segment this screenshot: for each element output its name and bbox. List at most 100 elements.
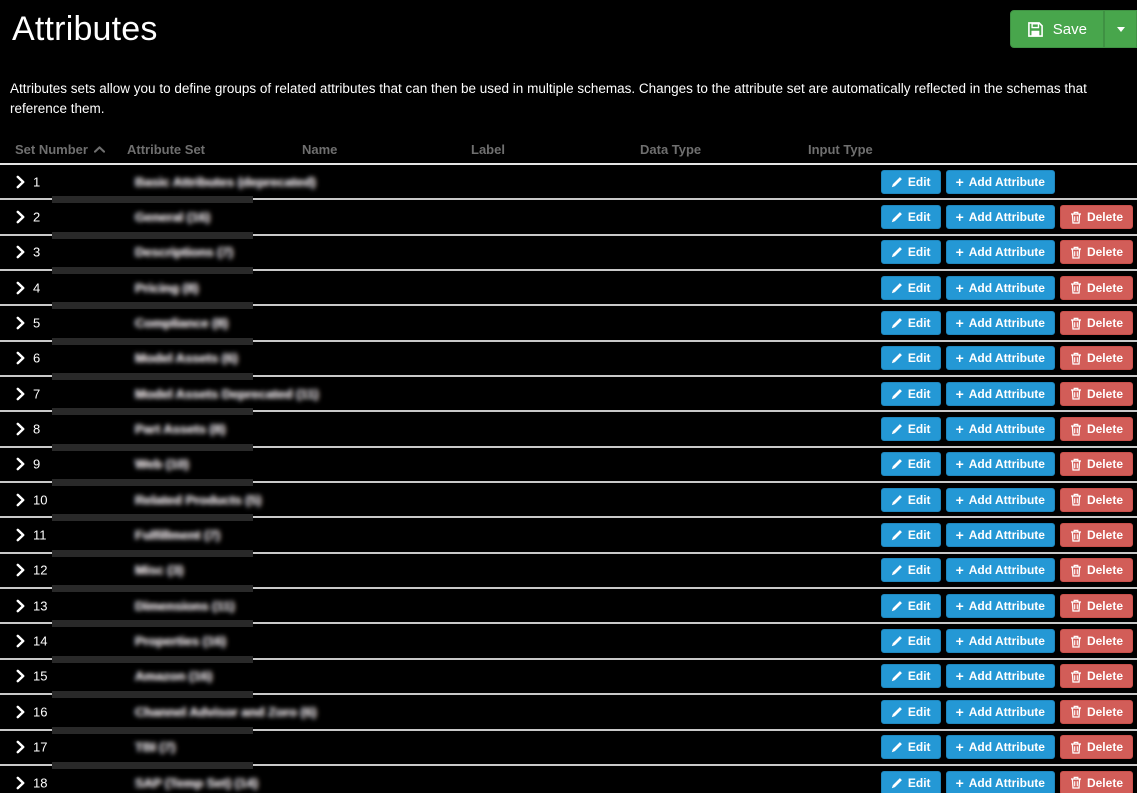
add-attribute-button[interactable]: + Add Attribute — [945, 629, 1055, 654]
edit-button[interactable]: Edit — [880, 275, 941, 300]
edit-button[interactable]: Edit — [880, 452, 941, 477]
column-header-attribute-set[interactable]: Attribute Set — [127, 142, 205, 157]
add-attribute-button[interactable]: + Add Attribute — [945, 770, 1055, 793]
column-header-set-number[interactable]: Set Number — [15, 142, 127, 157]
column-header-data-type[interactable]: Data Type — [640, 142, 702, 157]
row-expand-toggle[interactable] — [16, 776, 25, 789]
add-attribute-button[interactable]: + Add Attribute — [945, 664, 1055, 689]
row-expand-toggle[interactable] — [16, 281, 25, 295]
delete-button-label: Delete — [1086, 351, 1123, 366]
plus-icon: + — [955, 491, 964, 508]
row-expand-toggle[interactable] — [16, 422, 25, 436]
row-expand-toggle[interactable] — [16, 670, 25, 683]
edit-button[interactable]: Edit — [880, 381, 941, 406]
row-attribute-set: Compliance (8) — [135, 315, 229, 331]
edit-button[interactable]: Edit — [880, 629, 941, 654]
edit-button-label: Edit — [907, 598, 931, 613]
edit-button[interactable]: Edit — [880, 240, 941, 265]
edit-button-label: Edit — [907, 740, 931, 755]
add-attribute-button[interactable]: + Add Attribute — [945, 381, 1055, 406]
redaction-bar — [52, 549, 253, 557]
column-header-label[interactable]: Label — [471, 142, 505, 157]
edit-button[interactable]: Edit — [880, 593, 941, 618]
pencil-icon — [891, 317, 903, 329]
add-attribute-button[interactable]: + Add Attribute — [945, 558, 1055, 583]
delete-button[interactable]: Delete — [1059, 523, 1133, 548]
delete-button[interactable]: Delete — [1059, 275, 1133, 300]
row-expand-toggle[interactable] — [16, 705, 25, 719]
row-expand-toggle[interactable] — [16, 564, 25, 577]
delete-button[interactable]: Delete — [1059, 311, 1133, 336]
row-expand-toggle[interactable] — [16, 634, 25, 648]
edit-button[interactable]: Edit — [880, 205, 941, 230]
delete-button[interactable]: Delete — [1059, 770, 1133, 793]
edit-button[interactable]: Edit — [880, 664, 941, 689]
row-actions: Edit + Add Attribute Delete — [880, 417, 1133, 442]
row-expand-toggle[interactable] — [16, 458, 25, 471]
column-header-input-type[interactable]: Input Type — [808, 142, 873, 157]
edit-button[interactable]: Edit — [880, 770, 941, 793]
chevron-right-icon — [16, 705, 25, 719]
row-expand-toggle[interactable] — [16, 175, 25, 189]
row-expand-toggle[interactable] — [16, 316, 25, 330]
edit-button[interactable]: Edit — [880, 417, 941, 442]
delete-button[interactable]: Delete — [1059, 593, 1133, 618]
delete-button[interactable]: Delete — [1059, 699, 1133, 724]
delete-button[interactable]: Delete — [1059, 346, 1133, 371]
row-expand-toggle[interactable] — [16, 246, 25, 259]
delete-button[interactable]: Delete — [1059, 487, 1133, 512]
trash-icon — [1070, 529, 1082, 542]
edit-button[interactable]: Edit — [880, 346, 941, 371]
delete-button[interactable]: Delete — [1059, 558, 1133, 583]
add-attribute-button[interactable]: + Add Attribute — [945, 417, 1055, 442]
trash-icon — [1070, 741, 1082, 754]
add-attribute-button[interactable]: + Add Attribute — [945, 487, 1055, 512]
row-expand-toggle[interactable] — [16, 387, 25, 401]
row-expand-toggle[interactable] — [16, 352, 25, 365]
edit-button-label: Edit — [907, 280, 931, 295]
row-expand-toggle[interactable] — [16, 740, 25, 754]
add-attribute-button[interactable]: + Add Attribute — [945, 699, 1055, 724]
column-header-name[interactable]: Name — [302, 142, 338, 157]
trash-icon — [1070, 352, 1082, 365]
delete-button[interactable]: Delete — [1059, 417, 1133, 442]
row-expand-toggle[interactable] — [16, 599, 25, 613]
add-attribute-button[interactable]: + Add Attribute — [945, 735, 1055, 760]
save-dropdown-toggle[interactable] — [1104, 10, 1137, 48]
edit-button[interactable]: Edit — [880, 699, 941, 724]
delete-button[interactable]: Delete — [1059, 205, 1133, 230]
add-attribute-button[interactable]: + Add Attribute — [945, 523, 1055, 548]
delete-button[interactable]: Delete — [1059, 735, 1133, 760]
table-row: 16 Channel Advisor and Zoro (6) Edit + A… — [0, 695, 1137, 734]
add-attribute-button[interactable]: + Add Attribute — [945, 593, 1055, 618]
edit-button[interactable]: Edit — [880, 523, 941, 548]
save-button[interactable]: Save — [1009, 10, 1104, 48]
redaction-bar — [52, 691, 253, 699]
row-actions: Edit + Add Attribute Delete — [880, 169, 1133, 194]
delete-button[interactable]: Delete — [1059, 452, 1133, 477]
add-attribute-button[interactable]: + Add Attribute — [945, 169, 1055, 194]
delete-button-label: Delete — [1086, 280, 1123, 295]
delete-button[interactable]: Delete — [1059, 240, 1133, 265]
row-expand-toggle[interactable] — [16, 210, 25, 224]
chevron-right-icon — [16, 210, 25, 224]
delete-button[interactable]: Delete — [1059, 664, 1133, 689]
add-attribute-button[interactable]: + Add Attribute — [945, 205, 1055, 230]
row-actions: Edit + Add Attribute Delete — [880, 381, 1133, 406]
add-attribute-button[interactable]: + Add Attribute — [945, 452, 1055, 477]
row-expand-toggle[interactable] — [16, 493, 25, 507]
pencil-icon — [891, 282, 903, 294]
edit-button[interactable]: Edit — [880, 735, 941, 760]
edit-button[interactable]: Edit — [880, 487, 941, 512]
add-attribute-button[interactable]: + Add Attribute — [945, 240, 1055, 265]
edit-button[interactable]: Edit — [880, 169, 941, 194]
delete-button[interactable]: Delete — [1059, 381, 1133, 406]
row-expand-toggle[interactable] — [16, 528, 25, 542]
edit-button[interactable]: Edit — [880, 311, 941, 336]
edit-button[interactable]: Edit — [880, 558, 941, 583]
delete-button[interactable]: Delete — [1059, 629, 1133, 654]
redaction-bar — [52, 726, 253, 734]
add-attribute-button[interactable]: + Add Attribute — [945, 311, 1055, 336]
add-attribute-button[interactable]: + Add Attribute — [945, 346, 1055, 371]
add-attribute-button[interactable]: + Add Attribute — [945, 275, 1055, 300]
